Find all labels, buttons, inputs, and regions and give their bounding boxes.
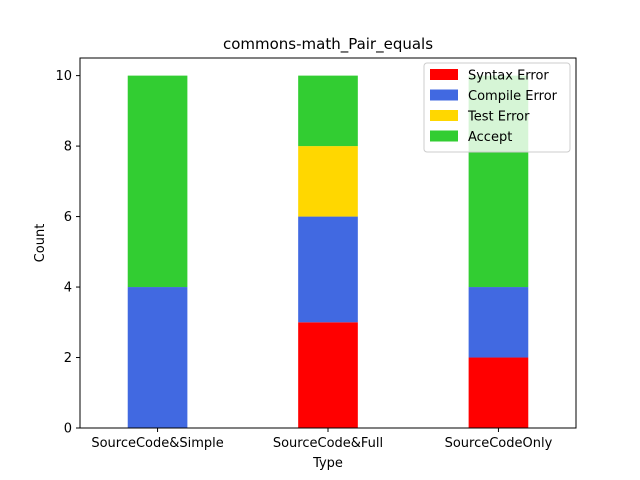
legend-swatch [430,130,458,142]
x-tick-label: SourceCode&Simple [91,436,223,451]
legend-label: Compile Error [468,89,558,104]
y-tick-label: 0 [64,422,72,437]
y-axis-label: Count [33,224,48,263]
bar-compile-error-1 [298,216,358,323]
legend-swatch [430,110,458,121]
legend-box [423,62,571,153]
legend-swatch [430,69,458,80]
y-tick-label: 6 [64,210,72,225]
y-tick-label: 8 [64,140,72,155]
legend-swatch [430,89,458,101]
x-tick-label: SourceCodeOnly [445,436,553,451]
bar-accept-0 [127,75,188,288]
bar-compile-error-0 [127,287,188,428]
y-tick-label: 4 [64,281,72,296]
y-tick-label: 10 [55,69,72,84]
y-axis: 0 2 4 6 8 10 [55,69,80,437]
bar-test-error-1 [298,146,358,217]
x-axis: SourceCode&Simple SourceCode&Full SourceCo… [91,428,553,451]
legend-label: Accept [468,130,512,145]
x-axis-label: Type [312,456,343,471]
bar-compile-error-2 [468,287,529,358]
legend-label: Test Error [467,110,530,125]
bar-accept-1 [298,75,358,147]
y-tick-label: 2 [64,351,72,366]
chart-title: commons-math_Pair_equals [223,35,433,54]
x-tick-label: SourceCode&Full [273,436,383,451]
bar-syntax-error-2 [468,357,529,428]
legend: Syntax Error Compile Error Test Error Accep… [423,62,571,153]
bar-syntax-error-1 [298,322,358,428]
legend-label: Syntax Error [468,69,549,84]
